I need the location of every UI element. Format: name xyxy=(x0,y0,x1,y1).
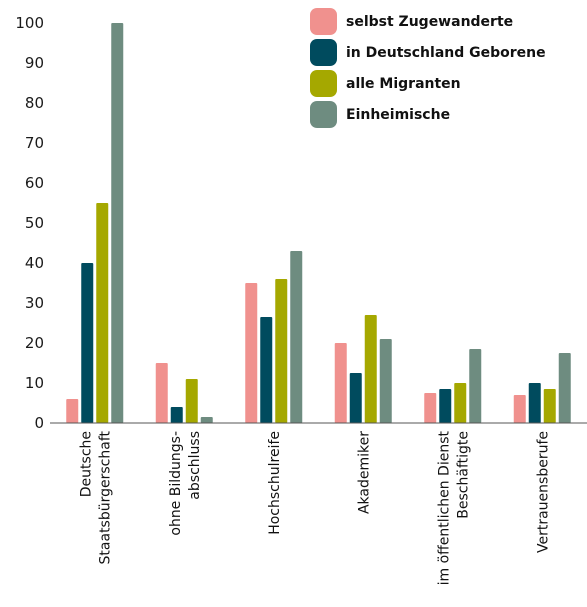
bar xyxy=(245,283,258,423)
y-tick-label: 80 xyxy=(25,94,44,112)
y-tick-label: 0 xyxy=(34,414,44,432)
x-tick-label: im öffentlichen Dienst Beschäftigte xyxy=(436,430,471,585)
bar xyxy=(334,343,347,423)
bar xyxy=(439,389,452,423)
y-tick-label: 90 xyxy=(25,54,44,72)
bar xyxy=(111,23,124,423)
bar xyxy=(558,353,571,423)
bar xyxy=(200,417,213,423)
bar xyxy=(81,263,94,423)
x-tick-label: Hochschulreife xyxy=(267,431,283,535)
bar xyxy=(290,251,303,423)
legend-swatch xyxy=(310,70,337,97)
bar xyxy=(513,395,526,423)
bar xyxy=(528,383,541,423)
bar xyxy=(96,203,109,423)
legend-label: Einheimische xyxy=(346,107,450,123)
bar xyxy=(469,349,482,423)
x-tick-label: Vertrauensberufe xyxy=(535,431,551,553)
x-tick-label: Deutsche Staatsbürgerschaft xyxy=(78,431,113,565)
bars-layer xyxy=(66,23,571,423)
y-axis-ticks: 0 10 20 30 40 50 60 70 80 90 100 xyxy=(15,14,44,432)
bar xyxy=(170,407,183,423)
y-tick-label: 100 xyxy=(15,14,44,32)
bar xyxy=(349,373,362,423)
legend-label: alle Migranten xyxy=(346,76,461,92)
y-tick-label: 60 xyxy=(25,174,44,192)
bar xyxy=(275,279,288,423)
x-tick-label: ohne Bildungs-abschluss xyxy=(168,431,203,536)
bar xyxy=(379,339,392,423)
bar xyxy=(185,379,198,423)
y-tick-label: 70 xyxy=(25,134,44,152)
y-tick-label: 40 xyxy=(25,254,44,272)
x-axis-ticks: Deutsche Staatsbürgerschaft ohne Bildungs-… xyxy=(78,430,551,585)
legend-label: in Deutschland Geborene xyxy=(346,45,546,61)
bar xyxy=(260,317,273,423)
x-tick-label: Akademiker xyxy=(356,431,372,514)
legend-swatch xyxy=(310,101,337,128)
bar xyxy=(155,363,168,423)
legend-swatch xyxy=(310,8,337,35)
legend: selbst Zugewanderte in Deutschland Gebore… xyxy=(310,8,546,128)
y-tick-label: 10 xyxy=(25,374,44,392)
bar xyxy=(424,393,437,423)
legend-swatch xyxy=(310,39,337,66)
bar xyxy=(66,399,79,423)
y-tick-label: 30 xyxy=(25,294,44,312)
bar xyxy=(543,389,556,423)
y-tick-label: 20 xyxy=(25,334,44,352)
bar xyxy=(454,383,467,423)
bar xyxy=(364,315,377,423)
legend-label: selbst Zugewanderte xyxy=(346,14,513,30)
y-tick-label: 50 xyxy=(25,214,44,232)
